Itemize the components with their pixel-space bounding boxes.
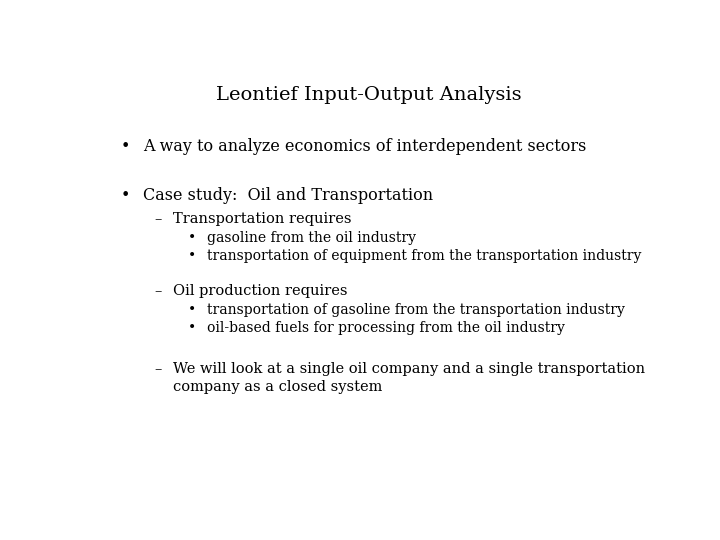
Text: –: – bbox=[154, 212, 161, 226]
Text: •: • bbox=[121, 187, 130, 205]
Text: Transportation requires: Transportation requires bbox=[173, 212, 351, 226]
Text: transportation of equipment from the transportation industry: transportation of equipment from the tra… bbox=[207, 248, 642, 262]
Text: We will look at a single oil company and a single transportation: We will look at a single oil company and… bbox=[173, 362, 644, 376]
Text: •: • bbox=[188, 303, 196, 317]
Text: •: • bbox=[188, 248, 196, 262]
Text: transportation of gasoline from the transportation industry: transportation of gasoline from the tran… bbox=[207, 303, 625, 317]
Text: gasoline from the oil industry: gasoline from the oil industry bbox=[207, 231, 416, 245]
Text: •: • bbox=[188, 231, 196, 245]
Text: •: • bbox=[188, 321, 196, 334]
Text: –: – bbox=[154, 285, 161, 298]
Text: –: – bbox=[154, 362, 161, 376]
Text: •: • bbox=[121, 138, 130, 154]
Text: Case study:  Oil and Transportation: Case study: Oil and Transportation bbox=[143, 187, 433, 205]
Text: company as a closed system: company as a closed system bbox=[173, 380, 382, 394]
Text: oil-based fuels for processing from the oil industry: oil-based fuels for processing from the … bbox=[207, 321, 565, 334]
Text: Leontief Input-Output Analysis: Leontief Input-Output Analysis bbox=[216, 85, 522, 104]
Text: Oil production requires: Oil production requires bbox=[173, 285, 347, 298]
Text: A way to analyze economics of interdependent sectors: A way to analyze economics of interdepen… bbox=[143, 138, 586, 154]
